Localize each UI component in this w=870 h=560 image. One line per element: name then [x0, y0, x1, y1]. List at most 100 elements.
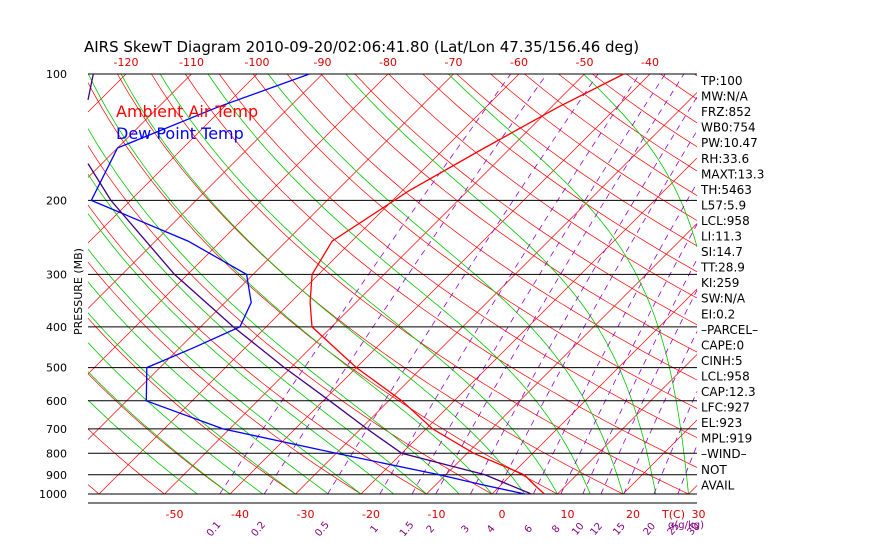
dry-adiabat	[151, 73, 689, 495]
isotherm	[360, 157, 698, 495]
bottom-temp-tick-label: -50	[166, 508, 184, 521]
bottom-temp-tick-label: 20	[626, 508, 640, 521]
moist-adiabat	[120, 73, 526, 495]
top-temp-tick-label: -80	[379, 56, 397, 69]
dry-adiabat	[185, 73, 698, 468]
top-temp-tick-label: -60	[510, 56, 528, 69]
dry-adiabat	[388, 73, 698, 299]
top-temp-tick-label: -70	[445, 56, 463, 69]
isotherm	[426, 223, 698, 495]
dry-adiabat	[354, 73, 698, 326]
bottom-temperature-ticks: -50 -40 -30 -20 -10 0 10 20 30	[166, 508, 706, 521]
isotherm	[87, 73, 258, 244]
isotherm	[87, 73, 323, 309]
index-entry: CINH:5	[701, 354, 743, 368]
moist-adiabats	[87, 73, 698, 495]
isotherm	[557, 354, 698, 495]
moist-adiabat	[583, 73, 698, 248]
dry-adiabat	[252, 73, 698, 409]
pressure-ticks: 100 200 300 400 500 600 700 800 900 1000	[39, 68, 67, 501]
index-entry: SW:N/A	[701, 292, 746, 306]
isotherm	[87, 73, 454, 440]
ambient-temperature-line	[309, 73, 625, 495]
index-entry: TT:28.9	[700, 261, 745, 275]
index-entry: NOT	[701, 463, 727, 477]
mixing-ratio-line	[677, 445, 698, 495]
mixing-ratio-line	[263, 73, 548, 495]
mixing-ratio-line	[327, 73, 599, 495]
mixing-ratio-line	[219, 73, 512, 495]
moist-adiabat	[267, 73, 624, 495]
mixing-ratio-line	[379, 73, 640, 495]
mixing-ratio-label: 0.1	[205, 520, 224, 539]
isotherm	[98, 73, 520, 495]
index-entry: KI:259	[701, 276, 739, 290]
index-entry: EL:923	[701, 416, 742, 430]
isotherm	[622, 419, 698, 495]
isotherm	[87, 73, 389, 375]
y-axis-title: PRESSURE (MB)	[72, 248, 85, 335]
dry-adiabat	[87, 428, 165, 495]
dry-adiabat	[218, 73, 698, 438]
mixing-ratio-labels: 0.1 0.2 0.5 1 1.5 2 3 4 6 8 10 12 15 20 25 30	[205, 520, 702, 539]
mixing-ratio-line	[495, 130, 698, 495]
index-entry: RH:33.6	[701, 152, 749, 166]
moist-adiabat	[87, 312, 296, 495]
top-temp-tick-label: -50	[576, 56, 594, 69]
pressure-tick-label: 100	[46, 68, 67, 81]
moist-adiabat	[87, 371, 231, 495]
index-entry: LCL:958	[701, 369, 750, 383]
isotherm	[87, 73, 127, 113]
top-temp-tick-label: -120	[114, 56, 139, 69]
top-temp-tick-label: -40	[641, 56, 659, 69]
moist-adiabat	[159, 73, 558, 495]
mixing-ratio-label: 20	[642, 521, 659, 538]
pressure-tick-label: 300	[46, 268, 67, 281]
dry-adiabat	[456, 73, 698, 247]
dry-adiabat	[87, 373, 231, 495]
moist-adiabat	[207, 73, 591, 495]
dry-adiabat	[87, 317, 296, 495]
dry-adiabat	[422, 73, 698, 273]
top-temperature-ticks: -120 -110 -100 -90 -80 -70 -60 -50 -40	[114, 56, 659, 69]
moist-adiabat	[87, 342, 263, 495]
index-entry: –WIND–	[701, 447, 747, 461]
index-entry: PW:10.47	[701, 136, 758, 150]
bottom-temp-tick-label: 0	[499, 508, 506, 521]
dry-adiabat	[524, 73, 698, 196]
pressure-tick-label: 400	[46, 321, 67, 334]
moist-adiabat	[87, 248, 362, 495]
pressure-tick-label: 900	[46, 469, 67, 482]
mixing-ratio-line	[623, 331, 698, 495]
mixing-ratio-line	[411, 73, 666, 495]
moist-adiabat	[87, 213, 394, 495]
moist-adiabat	[88, 73, 493, 495]
index-entry: LCL:958	[701, 214, 750, 228]
bottom-temp-tick-label: -20	[362, 508, 380, 521]
series-layer	[87, 73, 625, 495]
mixing-ratio-line	[600, 290, 698, 495]
mixing-ratio-label: 2	[425, 523, 438, 535]
mixing-ratio-label: 8	[550, 523, 563, 535]
moist-adiabat	[87, 128, 460, 495]
mixing-ratio-label: 1	[369, 523, 382, 535]
top-temp-tick-label: -90	[314, 56, 332, 69]
isotherm	[164, 73, 585, 495]
index-entry: FRZ:852	[701, 105, 751, 119]
pressure-tick-label: 1000	[39, 488, 67, 501]
legend-ambient: Ambient Air Temp	[116, 102, 258, 121]
dewpoint-temperature-line	[90, 73, 525, 495]
index-entry: LI:11.3	[701, 230, 742, 244]
dry-adiabat	[117, 73, 624, 495]
moist-adiabat	[448, 73, 689, 495]
mixing-ratio-label: 12	[588, 521, 605, 538]
dry-adiabat	[87, 145, 493, 495]
index-entry: SI:14.7	[701, 245, 743, 259]
dry-adiabat	[660, 73, 698, 100]
pressure-tick-label: 800	[46, 447, 67, 460]
mixing-ratio-label: 4	[485, 523, 498, 535]
moist-adiabat	[345, 73, 657, 495]
mixing-ratio-line	[653, 391, 698, 495]
top-temp-tick-label: -100	[245, 56, 270, 69]
bottom-temp-tick-label: -40	[231, 508, 249, 521]
